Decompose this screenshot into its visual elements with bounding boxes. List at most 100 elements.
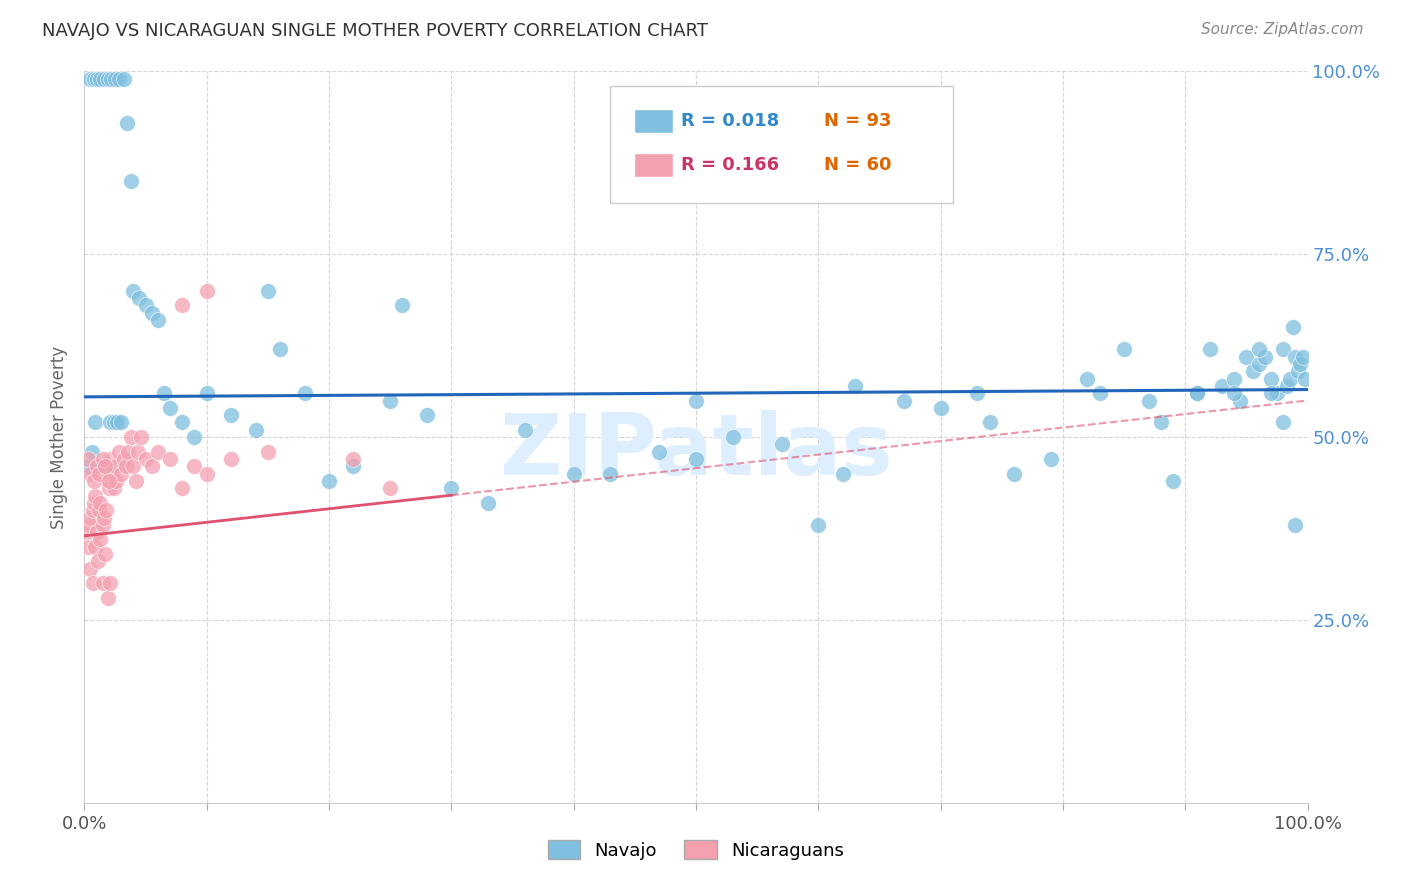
Point <box>172 481 194 495</box>
Point <box>120 174 142 188</box>
Point <box>79 510 101 524</box>
Point <box>294 386 316 401</box>
Point <box>87 459 110 474</box>
Point <box>153 386 176 401</box>
Point <box>127 444 149 458</box>
Point <box>89 533 111 547</box>
Point <box>98 416 121 430</box>
Point <box>1260 371 1282 385</box>
Point <box>1275 379 1298 393</box>
Point <box>1254 350 1277 364</box>
Point <box>94 459 117 474</box>
Point <box>513 423 536 437</box>
Point <box>93 71 115 86</box>
Point <box>146 444 169 458</box>
Point <box>1076 371 1098 385</box>
Text: N = 93: N = 93 <box>824 112 891 130</box>
Point <box>648 444 671 458</box>
Point <box>110 416 132 430</box>
Point <box>105 474 128 488</box>
Point <box>141 459 163 474</box>
Point <box>1294 371 1316 385</box>
Point <box>257 284 280 298</box>
Point <box>97 71 120 86</box>
Point <box>1265 386 1288 401</box>
Point <box>91 576 114 591</box>
Point <box>91 459 114 474</box>
Point <box>135 298 157 312</box>
Point <box>115 115 138 129</box>
Point <box>89 71 111 86</box>
Point <box>1260 386 1282 401</box>
Point <box>342 452 364 467</box>
Point <box>91 517 114 532</box>
Point <box>1282 320 1305 334</box>
Point <box>82 576 104 591</box>
Point <box>1211 379 1233 393</box>
Point <box>1187 386 1209 401</box>
Point <box>97 591 120 605</box>
Point <box>1114 343 1136 357</box>
Point <box>893 393 915 408</box>
Point <box>1284 517 1306 532</box>
Point <box>1247 343 1270 357</box>
FancyBboxPatch shape <box>634 110 672 133</box>
Point <box>831 467 853 481</box>
Point <box>125 474 148 488</box>
Point <box>98 576 121 591</box>
Text: R = 0.018: R = 0.018 <box>682 112 779 130</box>
Point <box>391 298 413 312</box>
Point <box>1241 364 1264 378</box>
Point <box>97 474 120 488</box>
Point <box>219 408 242 422</box>
Point <box>77 452 100 467</box>
Point <box>115 459 138 474</box>
Point <box>966 386 988 401</box>
Point <box>110 467 132 481</box>
Text: ZIPatlas: ZIPatlas <box>499 410 893 493</box>
Point <box>86 71 108 86</box>
Legend: Navajo, Nicaraguans: Navajo, Nicaraguans <box>540 833 852 867</box>
Point <box>195 386 218 401</box>
Point <box>1292 350 1315 364</box>
Point <box>1223 371 1246 385</box>
Point <box>97 474 120 488</box>
Point <box>929 401 952 415</box>
Point <box>1223 386 1246 401</box>
Point <box>380 481 402 495</box>
Point <box>159 452 181 467</box>
Point <box>195 284 218 298</box>
Point <box>86 459 108 474</box>
Point <box>83 496 105 510</box>
Point <box>107 444 129 458</box>
Point <box>183 430 205 444</box>
Point <box>83 474 105 488</box>
Point <box>93 510 115 524</box>
Point <box>89 496 111 510</box>
Point <box>120 430 142 444</box>
Point <box>82 503 104 517</box>
Point <box>84 540 107 554</box>
Point <box>1279 371 1302 385</box>
Point <box>183 459 205 474</box>
Text: R = 0.166: R = 0.166 <box>682 156 779 174</box>
Y-axis label: Single Mother Poverty: Single Mother Poverty <box>49 345 67 529</box>
Point <box>1236 350 1258 364</box>
Point <box>84 416 107 430</box>
Point <box>685 452 707 467</box>
Point <box>76 525 98 540</box>
Point <box>159 401 181 415</box>
FancyBboxPatch shape <box>634 153 672 177</box>
Point <box>440 481 463 495</box>
Point <box>562 467 585 481</box>
Point <box>477 496 499 510</box>
Point <box>104 459 127 474</box>
Point <box>1247 357 1270 371</box>
Point <box>79 562 101 576</box>
Point <box>87 554 110 568</box>
Point <box>96 459 118 474</box>
Point <box>416 408 439 422</box>
Point <box>770 437 793 451</box>
Text: Source: ZipAtlas.com: Source: ZipAtlas.com <box>1201 22 1364 37</box>
Point <box>1284 350 1306 364</box>
